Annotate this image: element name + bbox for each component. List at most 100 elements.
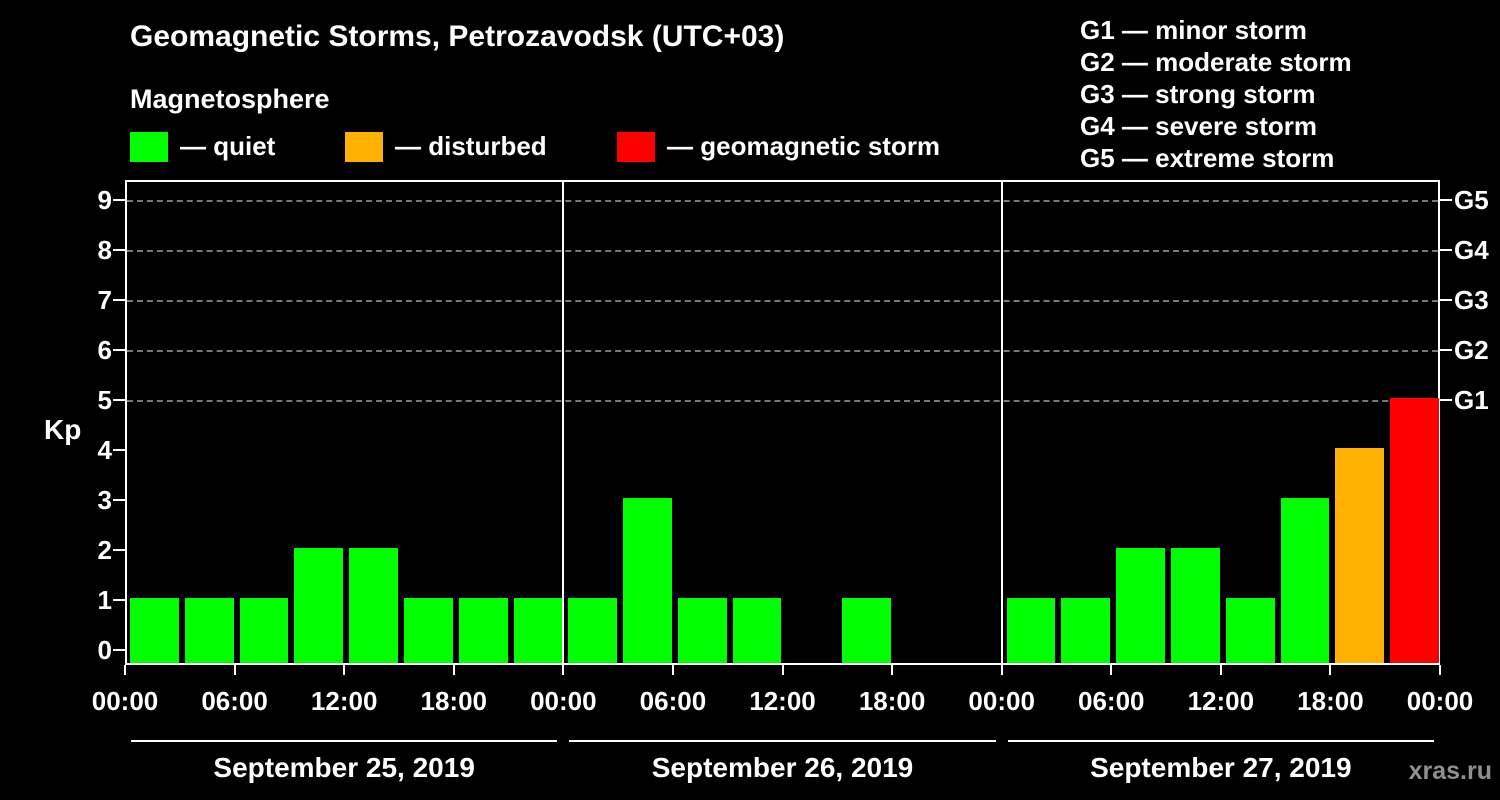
legend-label: — geomagnetic storm xyxy=(667,131,941,161)
kp-bar xyxy=(130,598,179,663)
legend-item-0: — quiet xyxy=(130,131,275,162)
g-legend-line-1: G1 — minor storm xyxy=(1080,15,1307,45)
g-axis-tick xyxy=(1440,249,1452,251)
kp-bar xyxy=(403,598,453,663)
y-tick xyxy=(113,399,125,401)
day-separator xyxy=(1000,182,1003,663)
g-axis-label: G1 xyxy=(1454,385,1489,415)
kp-bar xyxy=(513,598,563,663)
y-tick xyxy=(113,499,125,501)
kp-bar xyxy=(1061,598,1111,663)
g-legend-line-4: G4 — severe storm xyxy=(1080,111,1318,141)
g-axis-tick xyxy=(1440,399,1452,401)
day-separator xyxy=(562,182,565,663)
y-tick xyxy=(113,199,125,201)
x-tick xyxy=(343,665,346,675)
x-tick-label: 12:00 xyxy=(1187,686,1255,716)
legend-label: — disturbed xyxy=(395,131,547,161)
kp-bar xyxy=(1335,448,1385,663)
legend-swatch-icon xyxy=(345,131,383,162)
y-tick-label: 8 xyxy=(97,235,112,265)
x-tick xyxy=(1439,665,1441,675)
g-scale-legend: G1 — minor storm G2 — moderate storm G3 — … xyxy=(1080,14,1352,174)
x-tick-label: 12:00 xyxy=(749,686,816,716)
date-underline xyxy=(569,740,996,742)
g-axis-tick xyxy=(1440,349,1452,351)
x-tick-label: 00:00 xyxy=(530,686,597,716)
legend-item-1: — disturbed xyxy=(345,131,547,162)
legend-swatch-icon xyxy=(130,131,168,162)
x-tick xyxy=(233,665,236,675)
x-tick xyxy=(1110,665,1113,675)
date-label: September 25, 2019 xyxy=(213,752,475,783)
kp-bar xyxy=(1280,498,1330,663)
g-axis-label: G5 xyxy=(1454,185,1489,215)
page-title: Geomagnetic Storms, Petrozavodsk (UTC+03… xyxy=(130,20,785,53)
g-axis-label: G4 xyxy=(1454,235,1489,265)
y-tick xyxy=(113,349,125,351)
gridline-kp7 xyxy=(127,300,1438,302)
kp-bar xyxy=(1116,548,1166,663)
g-axis-tick xyxy=(1440,299,1452,301)
x-tick-label: 06:00 xyxy=(201,686,268,716)
x-tick-label: 06:00 xyxy=(639,686,707,716)
y-tick-label: 6 xyxy=(97,335,112,365)
g-legend-line-3: G3 — strong storm xyxy=(1080,79,1316,109)
legend-item-2: — geomagnetic storm xyxy=(617,131,940,162)
y-tick xyxy=(113,549,125,551)
x-tick xyxy=(891,665,894,675)
x-tick xyxy=(781,665,784,675)
y-tick-label: 3 xyxy=(97,485,112,515)
y-tick xyxy=(113,249,125,251)
x-tick-label: 12:00 xyxy=(310,686,378,716)
x-tick xyxy=(1000,665,1003,675)
kp-bar xyxy=(623,498,672,663)
x-tick xyxy=(1219,665,1222,675)
x-tick-label: 18:00 xyxy=(1297,686,1364,716)
x-tick xyxy=(562,665,565,675)
kp-bar xyxy=(1006,598,1056,663)
y-tick-label: 9 xyxy=(97,185,112,215)
x-tick-label: 00:00 xyxy=(968,686,1035,716)
g-axis-label: G2 xyxy=(1454,335,1489,365)
x-tick-label: 06:00 xyxy=(1078,686,1145,716)
y-tick-label: 4 xyxy=(97,435,112,465)
x-tick-label: 00:00 xyxy=(1406,686,1474,716)
gridline-kp6 xyxy=(127,350,1438,352)
x-tick xyxy=(671,665,674,675)
g-axis-tick xyxy=(1440,199,1452,201)
x-tick xyxy=(1329,665,1332,675)
x-tick-label: 00:00 xyxy=(91,686,159,716)
gridline-kp9 xyxy=(127,200,1438,202)
y-tick-label: 0 xyxy=(97,635,112,665)
kp-bar xyxy=(349,548,398,663)
g-legend-line-2: G2 — moderate storm xyxy=(1080,47,1352,77)
x-tick xyxy=(124,665,126,675)
kp-bar xyxy=(1390,398,1439,663)
date-label: September 26, 2019 xyxy=(651,752,914,783)
y-tick xyxy=(113,449,125,451)
y-tick-label: 2 xyxy=(97,535,112,565)
watermark: xras.ru xyxy=(1408,757,1492,785)
y-axis-title: Kp xyxy=(44,414,82,445)
date-underline xyxy=(131,740,558,742)
x-tick-label: 18:00 xyxy=(420,686,488,716)
kp-bar xyxy=(568,598,618,663)
kp-bar xyxy=(732,598,782,663)
y-tick-label: 5 xyxy=(97,385,112,415)
kp-bar xyxy=(842,598,892,663)
y-tick-label: 1 xyxy=(97,585,112,615)
kp-bar xyxy=(294,548,344,663)
kp-bar xyxy=(458,598,508,663)
magnetosphere-label: Magnetosphere xyxy=(130,84,330,114)
legend-label: — quiet xyxy=(180,131,276,161)
date-underline xyxy=(1007,740,1434,742)
date-label: September 27, 2019 xyxy=(1090,752,1352,783)
g-axis-label: G3 xyxy=(1454,285,1489,315)
y-tick xyxy=(113,649,125,651)
kp-bar xyxy=(677,598,727,663)
x-tick xyxy=(452,665,455,675)
x-tick-label: 18:00 xyxy=(858,686,926,716)
g-legend-line-5: G5 — extreme storm xyxy=(1080,143,1335,173)
